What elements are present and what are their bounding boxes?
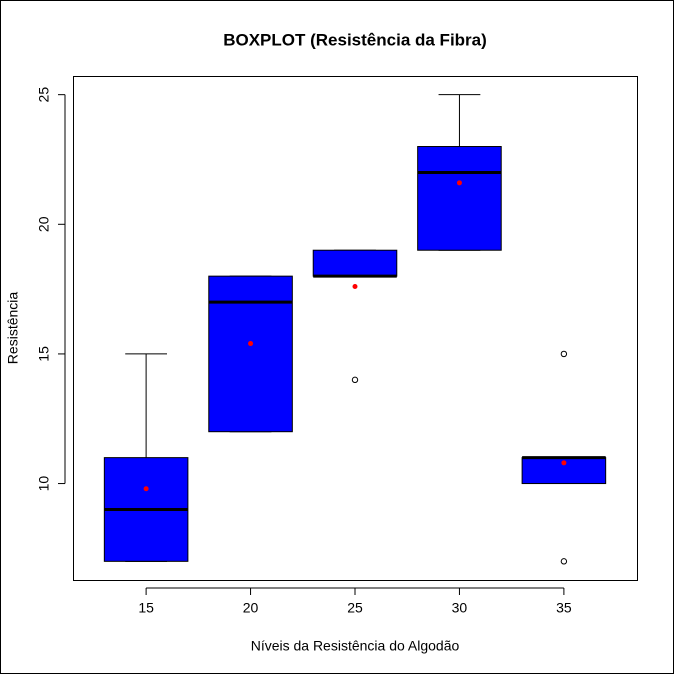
mean-point	[352, 284, 358, 290]
y-tick-label: 25	[36, 87, 52, 103]
mean-point	[248, 341, 254, 347]
x-tick-label: 25	[347, 600, 363, 616]
mean-point	[143, 486, 149, 492]
y-tick-label: 10	[36, 476, 52, 492]
x-tick-label: 30	[452, 600, 468, 616]
plot-box	[73, 76, 638, 581]
x-axis-label: Níveis da Resistência do Algodão	[251, 638, 460, 654]
chart-title: BOXPLOT (Resistência da Fibra)	[223, 30, 487, 49]
box	[312, 249, 398, 277]
outlier	[560, 558, 568, 565]
y-tick-label: 20	[36, 216, 52, 232]
mean-point	[561, 460, 567, 466]
mean-point	[456, 180, 462, 186]
outlier	[351, 376, 359, 384]
x-tick-label: 20	[243, 600, 259, 616]
x-tick-label: 35	[556, 600, 572, 616]
x-tick-label: 15	[138, 600, 154, 616]
box	[208, 275, 293, 433]
y-axis-label: Resistência	[5, 292, 21, 365]
box	[417, 146, 502, 251]
y-tick-label: 15	[36, 346, 52, 362]
outlier	[560, 350, 568, 358]
